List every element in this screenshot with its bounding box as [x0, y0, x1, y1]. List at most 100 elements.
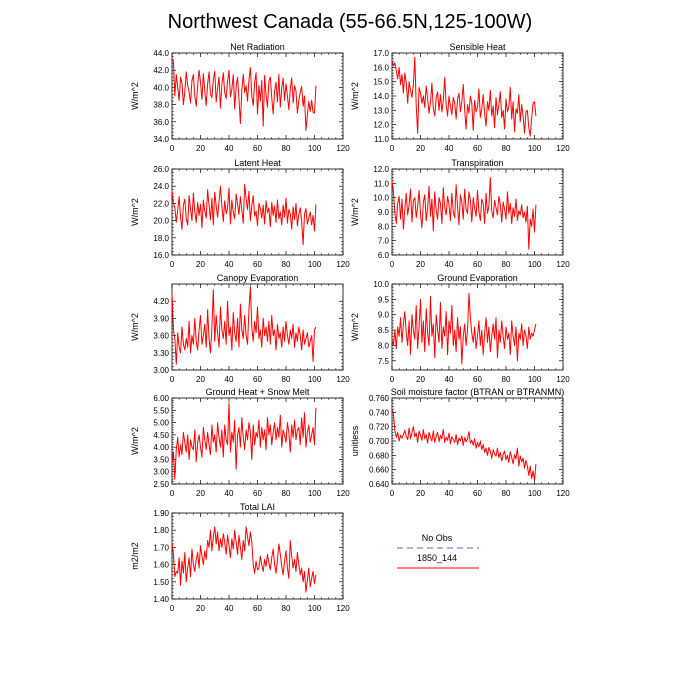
y-tick-label: 38.0 — [153, 101, 169, 110]
x-tick-label: 20 — [416, 144, 425, 153]
x-tick-label: 40 — [225, 489, 234, 498]
y-tick-label: 8.0 — [378, 341, 390, 350]
y-tick-label: 40.0 — [153, 83, 169, 92]
x-tick-label: 20 — [196, 604, 205, 613]
x-tick-label: 20 — [196, 489, 205, 498]
panel-net-radiation: 0 20 40 60 80 100 120 34.0 36.0 38.0 40.0 42.0 44.0 N… — [130, 42, 350, 153]
x-tick-label: 40 — [225, 144, 234, 153]
y-tick-label: 16.0 — [153, 251, 169, 260]
series-line-soil-moisture-factor-btran-or-btranmn — [391, 408, 537, 481]
x-tick-label: 60 — [253, 144, 262, 153]
x-tick-label: 20 — [196, 144, 205, 153]
y-tick-label: 1.70 — [153, 543, 169, 552]
x-tick-label: 80 — [502, 144, 511, 153]
series-line-ground-evaporation — [391, 292, 537, 365]
y-tick-label: 44.0 — [153, 49, 169, 58]
y-tick-label: 8.0 — [378, 222, 390, 231]
x-tick-label: 40 — [445, 489, 454, 498]
y-tick-label: 3.50 — [153, 455, 169, 464]
y-tick-label: 4.20 — [153, 297, 169, 306]
x-tick-label: 120 — [336, 375, 350, 384]
panel-title: Total LAI — [240, 502, 275, 512]
panel-title: Latent Heat — [234, 158, 281, 168]
y-tick-label: 7.5 — [378, 357, 390, 366]
x-tick-label: 120 — [556, 260, 570, 269]
y-tick-label: 2.50 — [153, 480, 169, 489]
series-line-ground-heat-snow-melt — [171, 402, 317, 480]
x-tick-label: 20 — [196, 260, 205, 269]
x-tick-label: 0 — [390, 375, 395, 384]
y-tick-label: 0.720 — [369, 423, 390, 432]
panel-soil-moisture-factor-btran-or-btranmn: 0 20 40 60 80 100 120 0.640 0.660 0.680 0.700 0.720… — [350, 387, 570, 498]
x-tick-label: 20 — [416, 375, 425, 384]
y-axis-label: W/m^2 — [350, 82, 360, 110]
x-tick-label: 0 — [170, 144, 175, 153]
y-tick-label: 7.0 — [378, 237, 390, 246]
y-tick-label: 1.80 — [153, 526, 169, 535]
y-tick-label: 3.30 — [153, 349, 169, 358]
legend-label-1850-144: 1850_144 — [417, 553, 457, 563]
y-tick-label: 15.0 — [373, 78, 389, 87]
x-tick-label: 60 — [473, 144, 482, 153]
series-line-transpiration — [391, 177, 537, 250]
x-tick-label: 40 — [445, 144, 454, 153]
legend: No Obs 1850_144 — [397, 533, 479, 569]
x-tick-label: 0 — [390, 144, 395, 153]
panel-canopy-evaporation: 0 20 40 60 80 100 120 3.00 3.30 3.60 3.90 4.20 Canop… — [130, 273, 350, 384]
x-tick-label: 60 — [253, 260, 262, 269]
y-tick-label: 18.0 — [153, 234, 169, 243]
y-tick-label: 1.90 — [153, 509, 169, 518]
figure-title: Northwest Canada (55-66.5N,125-100W) — [168, 11, 533, 33]
panel-latent-heat: 0 20 40 60 80 100 120 16.0 18.0 20.0 22.0 24.0 26.0 L… — [130, 158, 350, 269]
x-tick-label: 0 — [390, 260, 395, 269]
x-tick-label: 120 — [336, 604, 350, 613]
y-tick-label: 0.700 — [369, 437, 390, 446]
panel-title: Canopy Evaporation — [217, 273, 299, 283]
y-tick-label: 4.00 — [153, 443, 169, 452]
x-tick-label: 60 — [253, 489, 262, 498]
x-tick-label: 120 — [556, 375, 570, 384]
x-tick-label: 80 — [282, 604, 291, 613]
x-tick-label: 0 — [170, 375, 175, 384]
y-tick-label: 11.0 — [374, 135, 390, 144]
x-tick-label: 60 — [473, 375, 482, 384]
x-tick-label: 80 — [502, 375, 511, 384]
x-tick-label: 80 — [282, 375, 291, 384]
y-axis-label: m2/m2 — [130, 542, 140, 570]
panel-title: Soil moisture factor (BTRAN or BTRANMN) — [391, 387, 565, 397]
y-axis-label: W/m^2 — [130, 313, 140, 341]
plot-frame — [391, 283, 564, 371]
legend-label-no-obs: No Obs — [422, 533, 453, 543]
y-tick-label: 12.0 — [373, 165, 389, 174]
y-tick-label: 1.50 — [153, 578, 169, 587]
y-tick-label: 34.0 — [153, 135, 169, 144]
y-tick-label: 8.5 — [378, 326, 390, 335]
panel-title: Net Radiation — [230, 42, 285, 52]
y-tick-label: 16.0 — [373, 63, 389, 72]
panel-ground-evaporation: 0 20 40 60 80 100 120 7.5 8.0 8.5 9.0 9.5 10.0 Ground… — [350, 273, 570, 384]
y-axis-label: W/m^2 — [130, 198, 140, 226]
plot-frame — [171, 283, 344, 371]
y-tick-label: 14.0 — [373, 92, 389, 101]
x-tick-label: 60 — [473, 260, 482, 269]
y-tick-label: 9.0 — [378, 208, 390, 217]
x-tick-label: 40 — [225, 375, 234, 384]
x-tick-label: 100 — [528, 489, 542, 498]
y-axis-label: unitless — [350, 425, 360, 456]
x-tick-label: 100 — [308, 375, 322, 384]
x-tick-label: 100 — [308, 489, 322, 498]
x-tick-label: 100 — [308, 604, 322, 613]
y-tick-label: 20.0 — [153, 217, 169, 226]
x-tick-label: 100 — [308, 260, 322, 269]
series-line-total-lai — [171, 526, 317, 593]
y-tick-label: 11.0 — [374, 179, 390, 188]
y-tick-label: 5.00 — [153, 419, 169, 428]
x-tick-label: 80 — [282, 144, 291, 153]
y-tick-label: 0.660 — [369, 466, 390, 475]
x-tick-label: 120 — [336, 144, 350, 153]
y-tick-label: 13.0 — [373, 106, 389, 115]
y-axis-label: W/m^2 — [350, 313, 360, 341]
panel-total-lai: 0 20 40 60 80 100 120 1.40 1.50 1.60 1.70 1.80 1.90 T… — [130, 502, 350, 613]
x-tick-label: 120 — [336, 260, 350, 269]
